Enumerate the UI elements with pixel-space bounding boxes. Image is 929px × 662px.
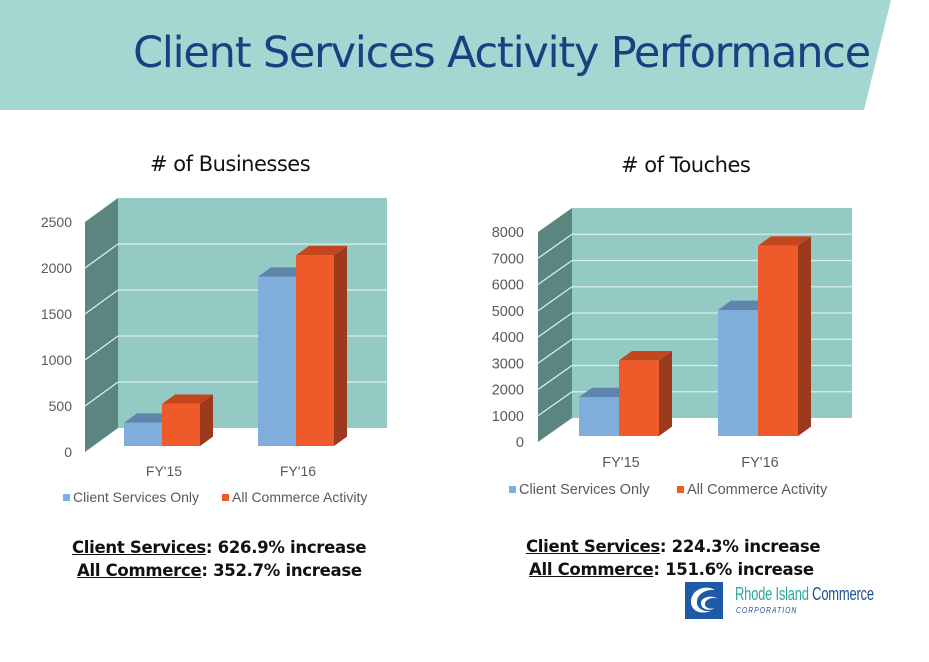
stat-value: : 151.6% increase	[653, 560, 814, 579]
bar-all-commerce-FY16	[758, 236, 811, 436]
x-category-label: FY'15	[602, 455, 639, 471]
y-tick-label: 4000	[492, 330, 524, 346]
y-tick-label: 2500	[41, 214, 72, 230]
stat-label: All Commerce	[529, 560, 654, 579]
title-banner	[0, 0, 891, 110]
legend-swatch	[677, 486, 684, 493]
gridline-side	[537, 259, 573, 286]
bar-side	[798, 236, 811, 436]
stat-touches-client-services: Client Services: 224.3% increase	[526, 537, 821, 556]
y-tick-label: 500	[49, 398, 73, 414]
side-wall	[85, 198, 118, 452]
x-category-label: FY'16	[741, 455, 778, 471]
stat-touches-all-commerce: All Commerce: 151.6% increase	[529, 560, 814, 579]
y-tick-label: 2000	[41, 260, 72, 276]
legend-label: Client Services Only	[519, 482, 650, 498]
x-category-label: FY'15	[146, 463, 182, 479]
bar-top	[579, 387, 632, 398]
stat-value: : 352.7% increase	[201, 561, 362, 580]
legend-label: All Commerce Activity	[687, 482, 828, 498]
y-tick-label: 8000	[492, 225, 524, 241]
gridline-side	[537, 286, 573, 312]
bar-front	[258, 276, 296, 446]
y-tick-label: 1000	[41, 352, 72, 368]
bar-all-commerce-FY15	[619, 351, 672, 436]
gridline-side	[537, 233, 573, 259]
chart-title-touches: # of Touches	[621, 153, 751, 177]
bar-front	[718, 310, 758, 436]
gridline-side	[537, 391, 573, 417]
chart-title-businesses: # of Businesses	[150, 152, 311, 176]
stat-label: Client Services	[526, 537, 660, 556]
bar-all-commerce-FY16	[296, 245, 347, 446]
bar-front	[619, 360, 659, 436]
y-tick-label: 6000	[492, 278, 524, 294]
y-tick-label: 7000	[492, 251, 524, 267]
company-logo: Rhode Island Commerce CORPORATION	[685, 582, 885, 622]
bar-front	[296, 255, 334, 446]
stat-label: All Commerce	[77, 561, 202, 580]
gridline-side	[537, 364, 573, 391]
gridline-side	[537, 312, 573, 338]
stat-value: : 224.3% increase	[659, 537, 821, 556]
stat-businesses-all-commerce: All Commerce: 352.7% increase	[77, 561, 362, 580]
legend-swatch	[509, 486, 516, 493]
gridline-side	[84, 243, 119, 269]
logo-wordmark: Rhode Island Commerce	[735, 584, 874, 604]
legend-swatch	[63, 494, 70, 501]
bar-side	[200, 394, 213, 446]
gridline-side	[84, 289, 119, 315]
stat-value: : 626.9% increase	[205, 538, 367, 557]
bar-top	[718, 300, 771, 310]
bar-front	[124, 422, 162, 446]
y-tick-label: 2000	[492, 383, 524, 399]
bar-front	[162, 403, 200, 446]
bar-top	[296, 245, 347, 256]
y-tick-label: 0	[516, 435, 524, 451]
logo-subtitle: CORPORATION	[736, 606, 798, 615]
chart-businesses: 0 500 1000 1500 2000 2500 FY'15 FY'16 Client Ser…	[41, 198, 387, 505]
y-tick-label: 5000	[492, 304, 524, 320]
page-title: Client Services Activity Performance	[133, 28, 871, 78]
bar-front	[579, 397, 619, 436]
stat-label: Client Services	[72, 538, 206, 557]
y-tick-label: 1500	[41, 306, 72, 322]
bar-top	[619, 351, 672, 361]
bar-front	[758, 245, 798, 436]
gridline-side	[84, 381, 119, 407]
logo-swirl-icon	[685, 582, 723, 619]
banner-shape	[0, 0, 891, 110]
y-tick-label: 3000	[492, 356, 524, 372]
y-tick-label: 1000	[492, 409, 524, 425]
bar-side	[659, 351, 672, 436]
bar-top	[758, 236, 811, 246]
bar-top	[162, 394, 213, 404]
chart-touches: 0 1000 2000 3000 4000 5000 6000 7000 8000 FY'15 FY…	[492, 208, 852, 498]
y-tick-label: 0	[64, 444, 72, 460]
legend-swatch	[222, 494, 229, 501]
stat-businesses-client-services: Client Services: 626.9% increase	[72, 538, 367, 557]
legend-label: Client Services Only	[73, 489, 199, 505]
bar-side	[334, 245, 347, 446]
gridline-side	[84, 335, 119, 361]
legend-label: All Commerce Activity	[232, 489, 367, 505]
x-category-label: FY'16	[280, 463, 316, 479]
bar-all-commerce-FY15	[162, 394, 213, 446]
gridline-side	[537, 338, 573, 364]
